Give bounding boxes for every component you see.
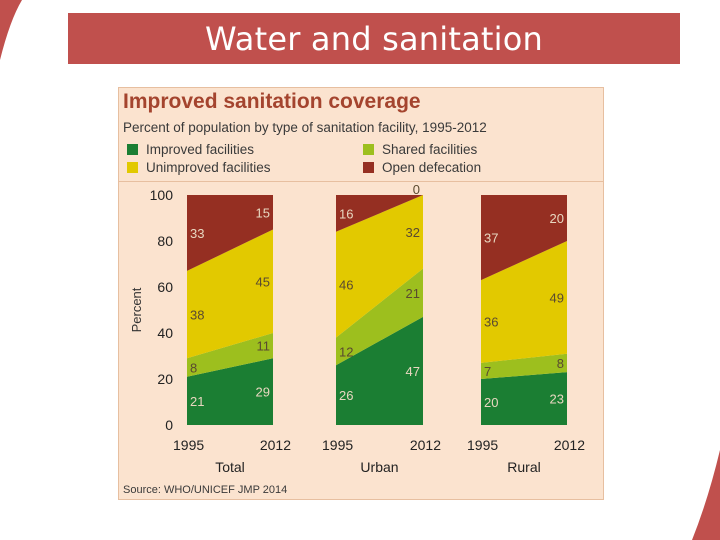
area-open-rural: [481, 195, 567, 281]
area-unimproved-total: [187, 229, 273, 359]
area-shared-rural: [481, 353, 567, 379]
data-label-improved-2012: 23: [550, 392, 564, 407]
chart-subtitle: Percent of population by type of sanitat…: [123, 120, 487, 135]
area-improved-total: [187, 358, 273, 425]
data-label-open-1995: 33: [190, 226, 204, 241]
slide-title: Water and sanitation: [204, 19, 544, 58]
data-label-open-2012: 15: [256, 205, 270, 220]
data-label-improved-1995: 21: [190, 394, 204, 409]
legend-swatch-shared: [363, 144, 374, 155]
y-tick-label: 100: [150, 187, 174, 203]
x-tick-label: 2012: [410, 437, 441, 453]
area-shared-total: [187, 333, 273, 377]
chart-source: Source: WHO/UNICEF JMP 2014: [123, 484, 288, 496]
x-tick-label: 2012: [554, 437, 585, 453]
header-divider: [119, 181, 603, 182]
legend-label-unimproved: Unimproved facilities: [146, 160, 271, 175]
x-tick-label: 1995: [467, 437, 498, 453]
y-tick-label: 20: [157, 371, 173, 387]
legend-item-shared: Shared facilities: [363, 142, 477, 157]
data-label-unimproved-1995: 38: [190, 308, 204, 323]
area-unimproved-rural: [481, 241, 567, 363]
chart-title: Improved sanitation coverage: [123, 90, 421, 113]
data-label-shared-1995: 7: [484, 364, 491, 379]
data-label-improved-2012: 29: [256, 385, 270, 400]
area-improved-rural: [481, 372, 567, 425]
legend-item-open: Open defecation: [363, 160, 481, 175]
x-tick-label: 1995: [322, 437, 353, 453]
data-label-improved-1995: 26: [339, 388, 353, 403]
data-label-shared-2012: 8: [557, 356, 564, 371]
area-open-total: [187, 195, 273, 271]
y-tick-label: 60: [157, 279, 173, 295]
decorative-corner-bottom-right: [692, 450, 720, 540]
legend-item-unimproved: Unimproved facilities: [127, 160, 271, 175]
data-label-shared-2012: 21: [406, 286, 420, 301]
legend-swatch-unimproved: [127, 162, 138, 173]
data-label-improved-2012: 47: [406, 364, 420, 379]
data-label-unimproved-2012: 45: [256, 274, 270, 289]
area-improved-urban: [336, 316, 423, 425]
panel-label-total: Total: [215, 459, 245, 475]
x-tick-label: 2012: [260, 437, 291, 453]
data-label-unimproved-1995: 36: [484, 315, 498, 330]
legend-item-improved: Improved facilities: [127, 142, 254, 157]
panel-label-urban: Urban: [360, 459, 398, 475]
data-label-unimproved-1995: 46: [339, 278, 353, 293]
legend-label-shared: Shared facilities: [382, 142, 478, 157]
data-label-shared-1995: 12: [339, 344, 353, 359]
legend-label-open: Open defecation: [382, 160, 482, 175]
panel-label-rural: Rural: [507, 459, 540, 475]
area-unimproved-urban: [336, 195, 423, 338]
legend-swatch-open: [363, 162, 374, 173]
data-label-improved-1995: 20: [484, 395, 498, 410]
data-label-unimproved-2012: 49: [550, 290, 564, 305]
data-label-open-1995: 37: [484, 231, 498, 246]
data-label-shared-2012: 11: [257, 339, 271, 354]
area-shared-urban: [336, 268, 423, 366]
y-axis-label: Percent: [129, 287, 144, 332]
data-label-open-2012: 20: [550, 211, 564, 226]
area-open-urban: [336, 195, 423, 232]
x-tick-label: 1995: [173, 437, 204, 453]
y-tick-label: 80: [157, 233, 173, 249]
decorative-corner-top-left: [0, 0, 22, 60]
data-label-open-2012: 0: [413, 182, 420, 197]
y-tick-label: 40: [157, 325, 173, 341]
chart-panel: Improved sanitation coverage Percent of …: [118, 87, 604, 500]
legend-swatch-improved: [127, 144, 138, 155]
data-label-open-1995: 16: [339, 206, 353, 221]
data-label-shared-1995: 8: [190, 361, 197, 376]
data-label-unimproved-2012: 32: [406, 225, 420, 240]
y-tick-label: 0: [165, 417, 173, 433]
slide-title-bar: Water and sanitation: [68, 13, 680, 64]
legend-label-improved: Improved facilities: [146, 142, 255, 157]
